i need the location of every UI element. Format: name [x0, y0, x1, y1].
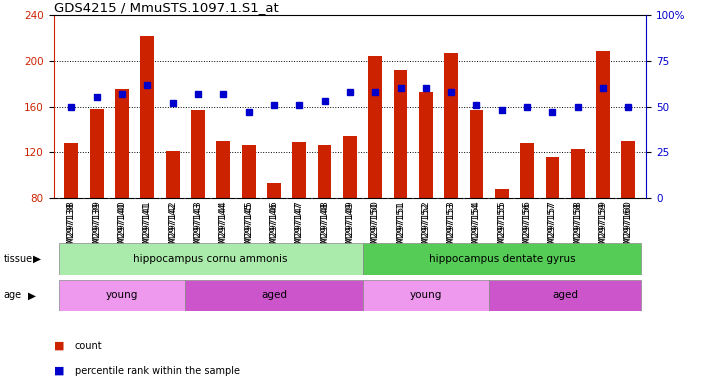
Text: hippocampus dentate gyrus: hippocampus dentate gyrus	[428, 254, 575, 264]
Text: aged: aged	[261, 290, 287, 300]
Text: GSM297143: GSM297143	[193, 202, 202, 257]
Text: GSM297138: GSM297138	[67, 202, 76, 257]
Bar	[419, 92, 433, 198]
Bar	[363, 243, 641, 275]
Text: GSM297160: GSM297160	[624, 202, 633, 257]
Text: GSM297140: GSM297140	[117, 202, 126, 257]
Text: GSM297159: GSM297159	[598, 202, 608, 257]
Bar	[393, 70, 408, 198]
Text: GSM297151: GSM297151	[396, 202, 405, 257]
Text: GSM297145: GSM297145	[244, 202, 253, 257]
Bar	[140, 36, 154, 198]
Bar	[241, 145, 256, 198]
Bar	[570, 149, 585, 198]
Text: GSM297156: GSM297156	[523, 202, 532, 257]
Bar	[489, 280, 641, 311]
Bar	[90, 109, 104, 198]
Bar	[343, 136, 357, 198]
Bar	[267, 183, 281, 198]
Bar	[191, 110, 205, 198]
Text: ▶: ▶	[28, 290, 36, 300]
Text: GDS4215 / MmuSTS.1097.1.S1_at: GDS4215 / MmuSTS.1097.1.S1_at	[54, 1, 278, 14]
Text: ■: ■	[54, 341, 64, 351]
Text: aged: aged	[552, 290, 578, 300]
Text: count: count	[75, 341, 103, 351]
Bar	[521, 143, 534, 198]
Bar	[59, 243, 363, 275]
Text: tissue: tissue	[4, 254, 33, 264]
Bar	[495, 189, 509, 198]
Text: percentile rank within the sample: percentile rank within the sample	[75, 366, 240, 376]
Text: GSM297139: GSM297139	[92, 202, 101, 257]
Text: GSM297157: GSM297157	[548, 202, 557, 257]
Text: GSM297148: GSM297148	[320, 202, 329, 257]
Bar	[470, 110, 483, 198]
Text: young: young	[106, 290, 138, 300]
Text: age: age	[4, 290, 21, 300]
Text: hippocampus cornu ammonis: hippocampus cornu ammonis	[134, 254, 288, 264]
Text: young: young	[410, 290, 442, 300]
Text: GSM297154: GSM297154	[472, 202, 481, 257]
Text: GSM297152: GSM297152	[421, 202, 431, 257]
Bar	[545, 157, 560, 198]
Text: GSM297147: GSM297147	[295, 202, 303, 257]
Bar	[115, 89, 129, 198]
Bar	[363, 280, 489, 311]
Bar	[216, 141, 230, 198]
Bar	[621, 141, 635, 198]
Text: GSM297155: GSM297155	[498, 202, 506, 257]
Text: GSM297150: GSM297150	[371, 202, 380, 257]
Text: GSM297153: GSM297153	[447, 202, 456, 257]
Bar	[444, 53, 458, 198]
Bar	[64, 143, 79, 198]
Text: GSM297149: GSM297149	[346, 202, 354, 257]
Bar	[166, 151, 179, 198]
Bar	[318, 145, 331, 198]
Text: ■: ■	[54, 366, 64, 376]
Text: GSM297158: GSM297158	[573, 202, 583, 257]
Bar	[185, 280, 363, 311]
Bar	[292, 142, 306, 198]
Text: GSM297142: GSM297142	[168, 202, 177, 257]
Text: GSM297141: GSM297141	[143, 202, 152, 257]
Bar	[368, 56, 382, 198]
Text: ▶: ▶	[33, 254, 41, 264]
Text: GSM297146: GSM297146	[269, 202, 278, 257]
Text: GSM297144: GSM297144	[218, 202, 228, 257]
Bar	[59, 280, 185, 311]
Bar	[596, 51, 610, 198]
